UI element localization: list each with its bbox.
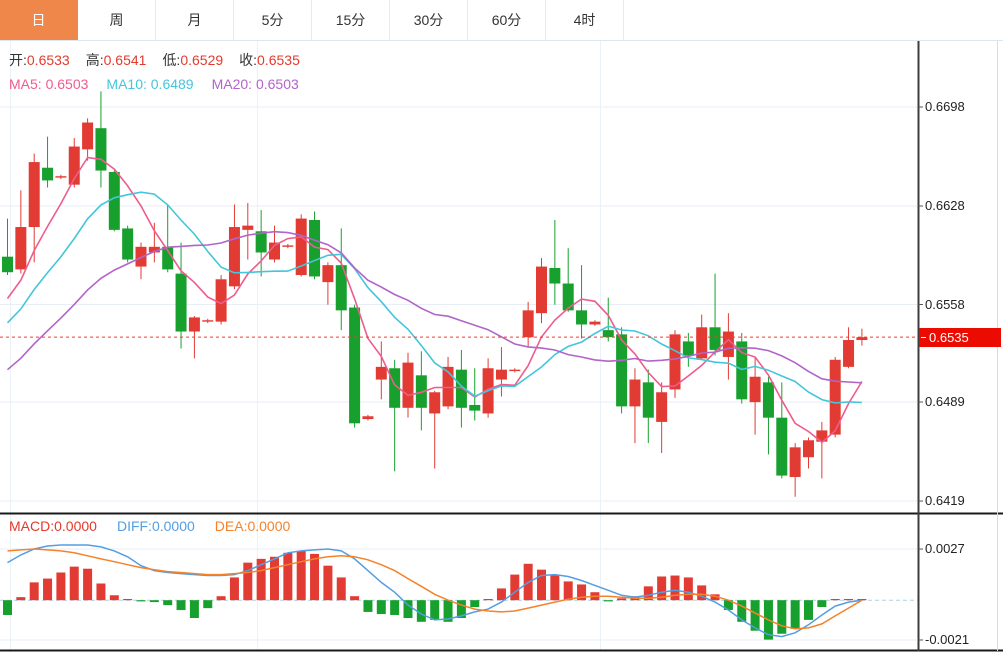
current-price-badge: 0.6535 [919, 327, 1001, 347]
open-value: 0.6533 [26, 52, 70, 68]
tab-bar-filler [624, 0, 1003, 40]
tab-15min[interactable]: 15分 [312, 0, 390, 40]
ma10-legend: MA10: 0.6489 [106, 76, 194, 92]
ohlc-legend: 开:0.6533 高:0.6541 低:0.6529 收:0.6535 [9, 50, 316, 70]
open-label: 开: [9, 52, 27, 68]
close-value: 0.6535 [257, 52, 300, 68]
diff-value: DIFF:0.0000 [116, 518, 195, 534]
macd-legend: MACD:0.0000 DIFF:0.0000 DEA:0.0000 [9, 518, 290, 534]
y-axis-tick-label: 0.6698 [925, 99, 965, 114]
period-tab-bar: 日 周 月 5分 15分 30分 60分 4时 [0, 0, 1003, 41]
tab-5min[interactable]: 5分 [234, 0, 312, 40]
ma20-legend: MA20: 0.6503 [211, 76, 299, 92]
macd-value: MACD:0.0000 [9, 518, 97, 534]
tab-week[interactable]: 周 [78, 0, 156, 40]
y-axis-tick-label: 0.6489 [925, 394, 965, 410]
ma-legend: MA5: 0.6503 MA10: 0.6489 MA20: 0.6503 [9, 76, 299, 92]
macd-lines [7, 544, 863, 638]
y-axis-tick-label: 0.0027 [925, 541, 965, 556]
tab-4hour[interactable]: 4时 [546, 0, 624, 40]
ma5-legend: MA5: 0.6503 [9, 76, 89, 92]
low-label: 低: [162, 52, 181, 68]
ma-lines [6, 156, 863, 444]
dea-value: DEA:0.0000 [214, 518, 291, 534]
tab-month[interactable]: 月 [156, 0, 234, 40]
low-value: 0.6529 [180, 52, 224, 68]
high-label: 高: [85, 52, 104, 68]
y-axis-tick-label: 0.6558 [925, 296, 965, 312]
y-axis-tick-label: 0.6419 [925, 493, 965, 508]
high-value: 0.6541 [103, 52, 147, 68]
close-label: 收: [239, 52, 258, 68]
y-axis-tick-label: -0.0021 [925, 632, 970, 647]
macd-histogram [3, 550, 867, 640]
tab-day[interactable]: 日 [0, 0, 78, 40]
y-axis-tick-label: 0.6628 [925, 197, 965, 213]
tab-60min[interactable]: 60分 [468, 0, 546, 40]
candlesticks [2, 91, 868, 497]
grid-lines [0, 41, 918, 650]
tab-30min[interactable]: 30分 [390, 0, 468, 40]
